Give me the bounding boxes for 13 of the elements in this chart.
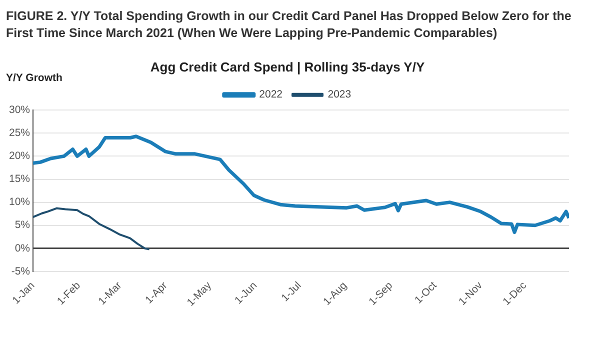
y-tick-label: 15% [9, 173, 30, 186]
y-tick-label: -5% [11, 265, 30, 278]
y-tick-label: 20% [9, 150, 30, 162]
caption: FIGURE 2. Y/Y Total Spending Growth in our Credit Card Panel Has Dropped Below Zero for the First Time Since March 2021 (When We Were Lapping Pre-Pandemic Comparables) [6, 8, 572, 42]
y-tick-label: 30% [9, 104, 30, 116]
chart-title: Agg Credit Card Spend | Rolling 35-days Y/Y [150, 59, 425, 74]
y-tick-label: 0% [14, 242, 30, 254]
y-tick-label: 25% [9, 127, 30, 140]
y-tick-label: 10% [9, 196, 30, 208]
y-axis-title: Y/Y Growth [6, 72, 62, 84]
legend-label: 2022 [259, 88, 283, 101]
legend-label: 2023 [328, 88, 352, 101]
y-tick-label: 5% [14, 219, 30, 232]
